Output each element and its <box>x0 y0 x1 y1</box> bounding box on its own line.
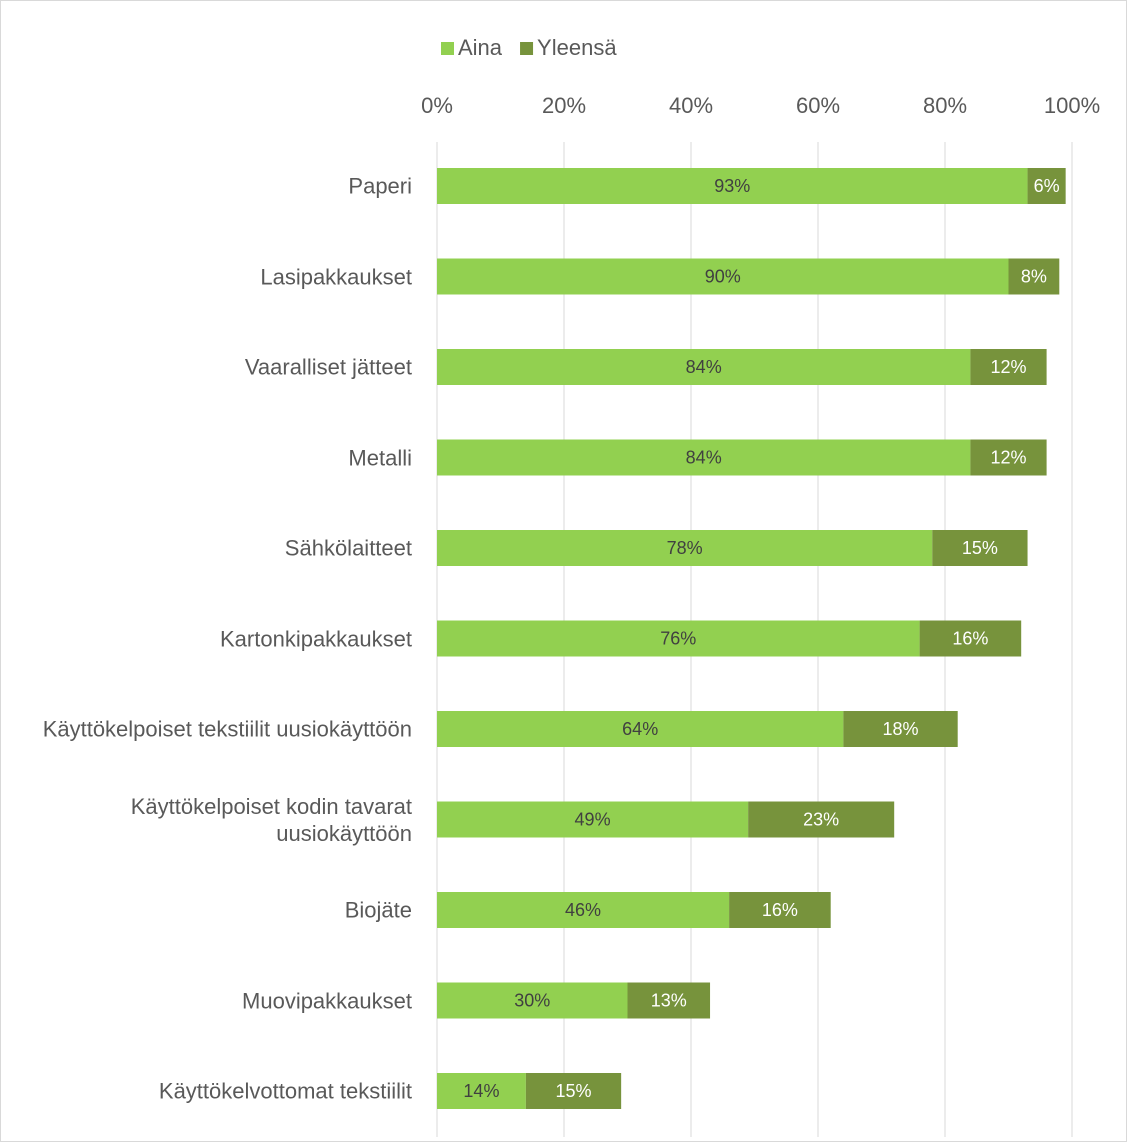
data-label: 84% <box>686 357 722 377</box>
data-label: 76% <box>660 628 696 648</box>
data-label: 93% <box>714 176 750 196</box>
bar-segment <box>627 982 711 1019</box>
legend-label: Aina <box>458 35 503 60</box>
data-label: 23% <box>803 809 839 829</box>
bar-segment <box>437 892 730 928</box>
bar-segment <box>437 530 933 566</box>
data-label: 18% <box>883 719 919 739</box>
bar-segment <box>970 439 1047 476</box>
x-tick-label: 20% <box>542 93 586 118</box>
y-tick-label: Käyttökelvottomat tekstiilit <box>158 1078 412 1104</box>
legend-label: Yleensä <box>537 35 617 60</box>
data-label: 12% <box>990 447 1026 467</box>
bar-segment <box>437 982 628 1019</box>
data-label: 64% <box>622 719 658 739</box>
bar-segment <box>437 620 920 657</box>
data-label: 15% <box>556 1081 592 1101</box>
data-label: 13% <box>651 990 687 1010</box>
x-tick-label: 100% <box>1044 93 1100 118</box>
bar-segment <box>748 801 895 838</box>
y-tick-label: Kartonkipakkaukset <box>220 626 412 651</box>
y-tick-label: Käyttökelpoiset kodin tavarat uusiokäytt… <box>130 793 412 846</box>
bar-segment <box>1027 168 1066 204</box>
bar-segment <box>919 620 1022 657</box>
bar-segment <box>437 168 1028 204</box>
data-label: 16% <box>762 900 798 920</box>
x-tick-label: 0% <box>421 93 453 118</box>
x-tick-label: 60% <box>796 93 840 118</box>
data-label: 46% <box>565 900 601 920</box>
y-tick-label: Biojäte <box>344 897 412 923</box>
bar-segment <box>437 258 1009 295</box>
data-label: 84% <box>686 447 722 467</box>
data-label: 78% <box>667 538 703 558</box>
data-label: 12% <box>990 357 1026 377</box>
bar-segment <box>437 711 844 747</box>
data-label: 15% <box>962 538 998 558</box>
y-tick-label: Paperi <box>348 173 412 199</box>
x-tick-label: 80% <box>923 93 967 118</box>
legend-swatch <box>520 42 534 55</box>
bar-segment <box>729 892 831 928</box>
legend-swatch <box>441 42 454 55</box>
y-tick-label: Lasipakkaukset <box>260 264 412 289</box>
y-tick-label: Sähkölaitteet <box>284 535 412 561</box>
bar-segment <box>437 439 971 476</box>
bar-segment <box>843 711 958 747</box>
bar-segment <box>525 1073 622 1109</box>
y-tick-label: Vaaralliset jätteet <box>244 354 412 380</box>
y-tick-label: Metalli <box>348 445 412 470</box>
data-label: 49% <box>575 809 611 829</box>
bar-segment <box>437 349 971 385</box>
bar-segment <box>970 349 1047 385</box>
bar-segment <box>437 801 749 838</box>
x-tick-label: 40% <box>669 93 713 118</box>
data-label: 90% <box>705 266 741 286</box>
data-label: 14% <box>463 1081 499 1101</box>
data-label: 6% <box>1034 176 1060 196</box>
y-tick-label: Muovipakkaukset <box>242 988 412 1013</box>
data-label: 8% <box>1021 266 1047 286</box>
bar-segment <box>437 1073 526 1109</box>
bar-segment <box>932 530 1028 566</box>
y-tick-label: Käyttökelpoiset tekstiilit uusiokäyttöön <box>42 716 412 742</box>
data-label: 16% <box>952 628 988 648</box>
data-label: 30% <box>514 990 550 1010</box>
bar-segment <box>1008 258 1060 295</box>
